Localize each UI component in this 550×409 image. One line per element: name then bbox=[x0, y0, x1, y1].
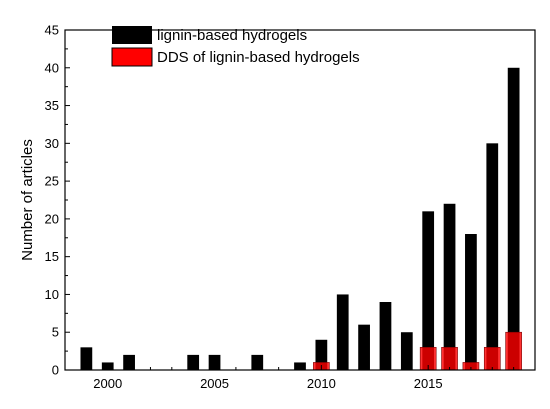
bar-lignin-1999 bbox=[80, 347, 93, 370]
bar-lignin-2011 bbox=[336, 294, 349, 370]
bar-lignin-2014 bbox=[400, 332, 413, 370]
bar-lignin-2007 bbox=[251, 354, 264, 370]
bar-lignin-2017 bbox=[465, 234, 477, 370]
legend: lignin-based hydrogels DDS of lignin-bas… bbox=[111, 26, 360, 67]
y-tick-label-20: 20 bbox=[45, 211, 59, 226]
legend-swatch-lignin bbox=[112, 26, 152, 44]
bar-dds-2018 bbox=[483, 347, 501, 371]
y-tick-label-25: 25 bbox=[45, 174, 59, 189]
y-tick-label-0: 0 bbox=[52, 363, 59, 378]
legend-swatch-dds bbox=[111, 47, 153, 67]
series-lignin-bars bbox=[80, 67, 520, 371]
bar-lignin-2012 bbox=[358, 324, 370, 370]
y-tick-labels: 0 5 10 15 20 25 30 35 40 45 bbox=[45, 23, 59, 378]
y-tick-label-5: 5 bbox=[52, 325, 59, 340]
bar-lignin-2010 bbox=[315, 339, 328, 370]
bar-dds-2016 bbox=[441, 347, 458, 371]
bar-lignin-2013 bbox=[379, 302, 392, 370]
axes bbox=[64, 29, 536, 371]
series-dds-bars bbox=[313, 331, 522, 371]
x-tick-label-2015: 2015 bbox=[414, 376, 443, 391]
bar-lignin-2001 bbox=[123, 354, 135, 370]
x-tick-label-2000: 2000 bbox=[93, 376, 122, 391]
x-tick-label-2010: 2010 bbox=[307, 376, 336, 391]
bar-lignin-2018 bbox=[486, 143, 499, 370]
y-axis-label: Number of articles bbox=[19, 139, 36, 261]
y-tick-label-45: 45 bbox=[45, 23, 59, 38]
y-tick-label-30: 30 bbox=[45, 136, 59, 151]
y-tick-label-40: 40 bbox=[45, 60, 59, 75]
bar-lignin-2005 bbox=[208, 354, 221, 370]
x-tick-label-2005: 2005 bbox=[200, 376, 229, 391]
bar-lignin-2016 bbox=[443, 203, 456, 370]
bar-lignin-2009 bbox=[294, 362, 306, 370]
bar-lignin-2004 bbox=[187, 354, 200, 370]
y-tick-label-15: 15 bbox=[45, 249, 59, 264]
plot-frame bbox=[64, 29, 536, 371]
bar-lignin-2019 bbox=[507, 67, 520, 371]
legend-label-dds: DDS of lignin-based hydrogels bbox=[157, 49, 360, 66]
x-tick-labels: 2000 2005 2010 2015 bbox=[93, 376, 442, 391]
bar-dds-2019 bbox=[505, 331, 522, 371]
legend-label-lignin: lignin-based hydrogels bbox=[157, 27, 307, 44]
y-tick-label-35: 35 bbox=[45, 98, 59, 113]
y-tick-label-10: 10 bbox=[45, 287, 59, 302]
bar-lignin-2015 bbox=[422, 211, 435, 370]
